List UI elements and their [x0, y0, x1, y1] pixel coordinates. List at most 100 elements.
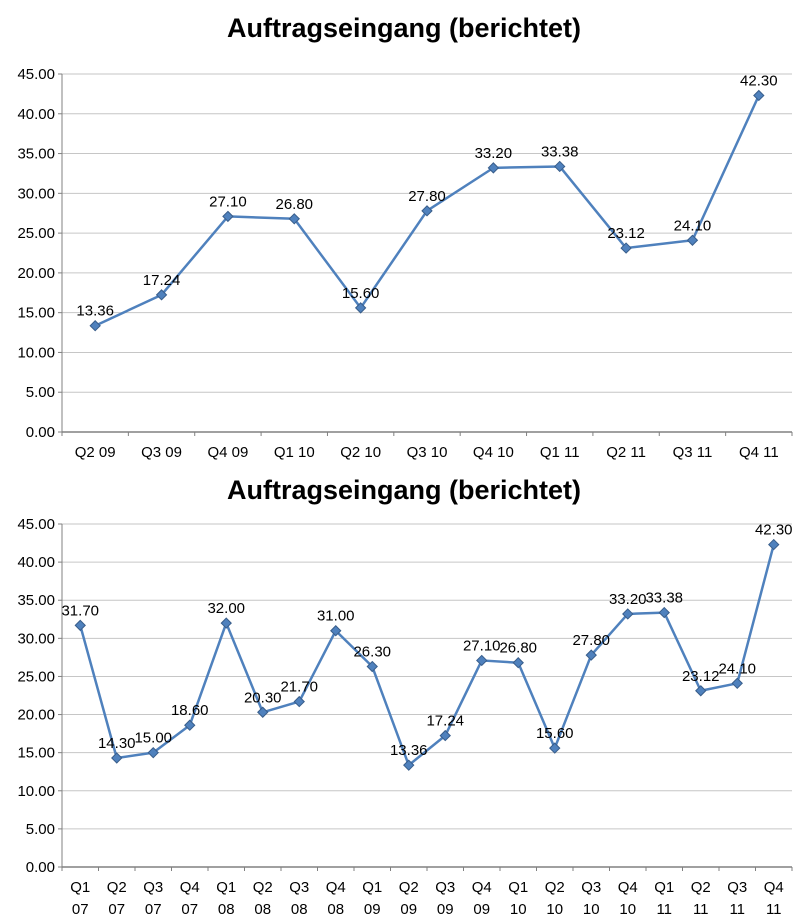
chart-section-recent-quarters: Auftragseingang (berichtet) 0.00 5.00 10.0… — [0, 10, 808, 468]
svg-text:23.12: 23.12 — [607, 225, 645, 242]
svg-text:Q3: Q3 — [289, 879, 309, 896]
svg-text:Q2 11: Q2 11 — [606, 444, 646, 461]
svg-text:Q2: Q2 — [545, 879, 565, 896]
svg-text:24.10: 24.10 — [674, 217, 712, 234]
svg-text:42.30: 42.30 — [740, 72, 778, 89]
svg-text:18.60: 18.60 — [171, 702, 209, 719]
svg-text:40.00: 40.00 — [17, 106, 55, 123]
svg-text:07: 07 — [181, 901, 198, 918]
svg-text:11: 11 — [766, 901, 782, 918]
svg-text:5.00: 5.00 — [26, 821, 55, 838]
svg-text:17.24: 17.24 — [143, 272, 181, 289]
svg-text:15.00: 15.00 — [17, 745, 55, 762]
svg-text:10: 10 — [510, 901, 527, 918]
svg-text:35.00: 35.00 — [17, 592, 55, 609]
svg-text:15.60: 15.60 — [342, 285, 380, 302]
svg-text:40.00: 40.00 — [17, 554, 55, 571]
svg-text:Q1: Q1 — [654, 879, 674, 896]
svg-text:33.38: 33.38 — [645, 590, 683, 607]
svg-text:Q3 10: Q3 10 — [407, 444, 448, 461]
svg-text:Q1: Q1 — [216, 879, 236, 896]
svg-text:10.00: 10.00 — [17, 344, 55, 361]
svg-text:09: 09 — [437, 901, 454, 918]
svg-text:26.80: 26.80 — [275, 196, 313, 213]
svg-text:27.80: 27.80 — [572, 632, 610, 649]
svg-text:Q2 10: Q2 10 — [340, 444, 381, 461]
svg-text:Q3 11: Q3 11 — [673, 444, 713, 461]
svg-text:08: 08 — [327, 901, 344, 918]
chart-title: Auftragseingang (berichtet) — [226, 13, 582, 43]
line-chart-all-quarters: 0.00 5.00 10.00 15.00 20.00 25.00 30.00 35.00 40… — [17, 516, 793, 918]
svg-text:Q2: Q2 — [253, 879, 273, 896]
svg-text:23.12: 23.12 — [682, 668, 720, 685]
svg-text:Q1: Q1 — [508, 879, 528, 896]
svg-text:Q3: Q3 — [435, 879, 455, 896]
svg-text:Q1: Q1 — [362, 879, 382, 896]
svg-text:Q4: Q4 — [180, 879, 200, 896]
svg-text:07: 07 — [108, 901, 125, 918]
svg-text:0.00: 0.00 — [26, 859, 55, 876]
svg-text:Q4: Q4 — [618, 879, 638, 896]
svg-text:08: 08 — [218, 901, 235, 918]
svg-text:21.70: 21.70 — [280, 679, 318, 696]
svg-text:11: 11 — [693, 901, 709, 918]
svg-text:24.10: 24.10 — [718, 660, 756, 677]
svg-text:5.00: 5.00 — [26, 384, 55, 401]
svg-text:32.00: 32.00 — [207, 600, 245, 617]
svg-text:Q2: Q2 — [107, 879, 127, 896]
svg-text:45.00: 45.00 — [17, 66, 55, 83]
svg-text:07: 07 — [145, 901, 162, 918]
svg-text:26.80: 26.80 — [499, 640, 537, 657]
svg-text:10: 10 — [583, 901, 600, 918]
svg-text:Q1 10: Q1 10 — [274, 444, 315, 461]
svg-text:42.30: 42.30 — [755, 522, 793, 539]
svg-text:13.36: 13.36 — [390, 742, 428, 759]
svg-text:Q1 11: Q1 11 — [540, 444, 580, 461]
svg-text:20.00: 20.00 — [17, 707, 55, 724]
svg-text:Q4 10: Q4 10 — [473, 444, 514, 461]
line-chart-recent-quarters: 0.00 5.00 10.00 15.00 20.00 25.00 30.00 35.00 40… — [17, 66, 793, 461]
svg-text:45.00: 45.00 — [17, 516, 55, 533]
svg-text:33.38: 33.38 — [541, 143, 579, 160]
svg-text:Q3: Q3 — [727, 879, 747, 896]
svg-text:Q2: Q2 — [399, 879, 419, 896]
svg-text:Q3 09: Q3 09 — [141, 444, 182, 461]
svg-text:20.30: 20.30 — [244, 689, 282, 706]
svg-text:35.00: 35.00 — [17, 146, 55, 163]
svg-text:10.00: 10.00 — [17, 783, 55, 800]
svg-text:09: 09 — [400, 901, 417, 918]
svg-text:0.00: 0.00 — [26, 424, 55, 441]
svg-text:08: 08 — [291, 901, 308, 918]
svg-text:Q3: Q3 — [143, 879, 163, 896]
svg-text:25.00: 25.00 — [17, 225, 55, 242]
svg-text:11: 11 — [656, 901, 672, 918]
svg-text:33.20: 33.20 — [475, 145, 513, 162]
svg-text:15.00: 15.00 — [17, 305, 55, 322]
svg-text:31.70: 31.70 — [61, 602, 99, 619]
svg-text:Q4: Q4 — [326, 879, 346, 896]
svg-text:Q2: Q2 — [691, 879, 711, 896]
svg-text:30.00: 30.00 — [17, 630, 55, 647]
svg-text:17.24: 17.24 — [426, 713, 464, 730]
svg-text:15.00: 15.00 — [134, 730, 172, 747]
chart-title: Auftragseingang (berichtet) — [226, 475, 582, 505]
svg-text:20.00: 20.00 — [17, 265, 55, 282]
svg-text:08: 08 — [254, 901, 271, 918]
svg-text:33.20: 33.20 — [609, 591, 647, 608]
chart-section-all-quarters: Auftragseingang (berichtet) 0.00 5.00 10.0… — [0, 472, 808, 924]
svg-text:09: 09 — [364, 901, 381, 918]
svg-text:27.10: 27.10 — [209, 193, 247, 210]
svg-text:27.80: 27.80 — [408, 188, 446, 205]
svg-text:Q4 09: Q4 09 — [207, 444, 248, 461]
svg-text:14.30: 14.30 — [98, 735, 136, 752]
svg-text:Q1: Q1 — [70, 879, 90, 896]
svg-text:25.00: 25.00 — [17, 668, 55, 685]
svg-text:10: 10 — [546, 901, 563, 918]
svg-text:11: 11 — [729, 901, 745, 918]
svg-text:Q4 11: Q4 11 — [739, 444, 779, 461]
svg-text:27.10: 27.10 — [463, 637, 501, 654]
svg-text:Q3: Q3 — [581, 879, 601, 896]
svg-text:07: 07 — [72, 901, 89, 918]
svg-text:09: 09 — [473, 901, 490, 918]
